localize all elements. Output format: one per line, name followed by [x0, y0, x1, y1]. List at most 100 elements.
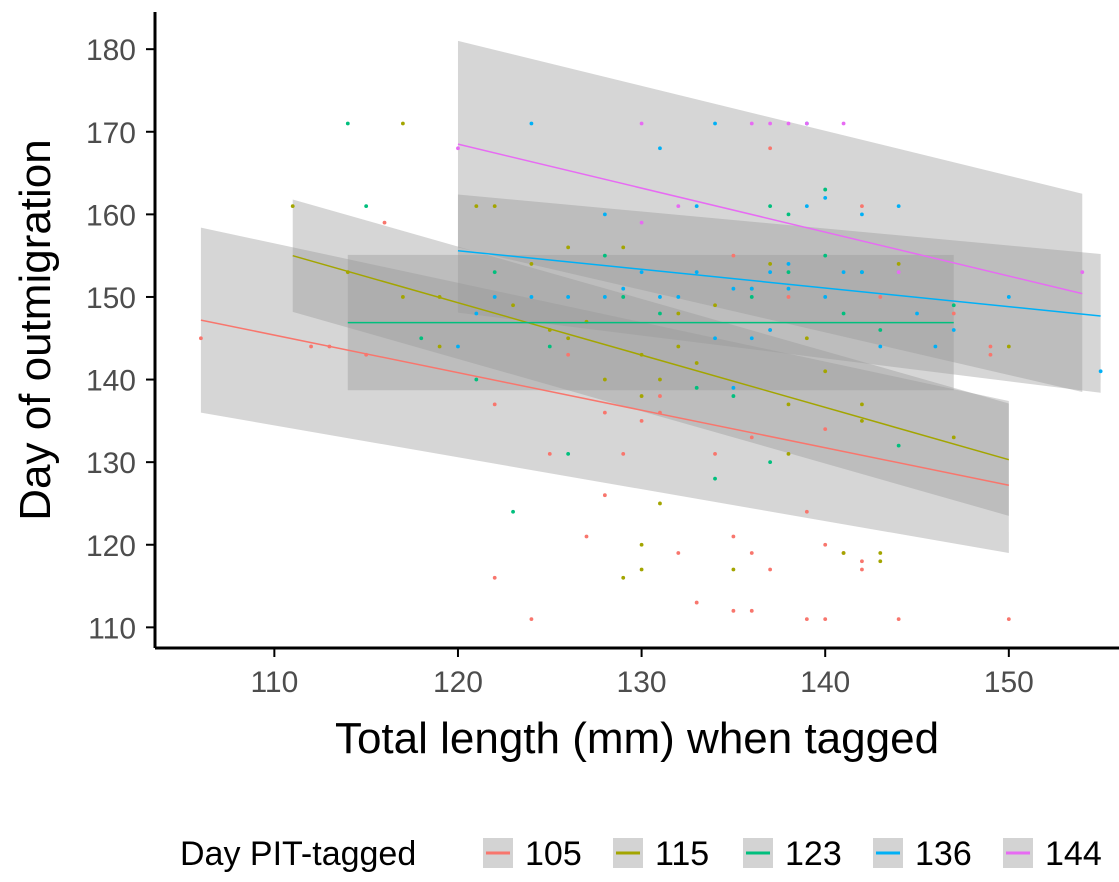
point-136-38 [1098, 369, 1103, 374]
point-105-24 [749, 608, 754, 613]
point-105-15 [658, 394, 662, 398]
x-tick-label-130: 130 [617, 666, 667, 699]
y-tick-label-160: 160 [86, 199, 136, 232]
point-105-5 [492, 402, 497, 407]
point-105-23 [749, 551, 754, 555]
regression-lines [200, 143, 1101, 487]
point-123-5 [511, 509, 515, 514]
point-144-5 [768, 121, 773, 126]
point-144-0 [456, 146, 460, 151]
x-tick-label-120: 120 [433, 666, 483, 699]
point-136-20 [749, 286, 754, 291]
point-115-6 [474, 204, 479, 209]
point-105-33 [823, 542, 828, 547]
point-105-40 [896, 617, 901, 621]
point-105-9 [566, 352, 571, 357]
point-136-8 [621, 286, 626, 291]
point-136-35 [933, 344, 938, 349]
point-115-5 [437, 344, 442, 349]
point-115-11 [566, 336, 571, 341]
point-105-10 [584, 534, 589, 539]
ci-band-144 [457, 40, 1083, 392]
point-136-33 [896, 204, 901, 209]
point-123-11 [694, 385, 699, 390]
point-105-14 [639, 418, 644, 423]
point-123-17 [786, 212, 791, 217]
point-123-23 [878, 328, 883, 332]
point-144-10 [1080, 270, 1085, 275]
point-144-8 [841, 121, 846, 126]
point-115-25 [694, 361, 699, 365]
point-123-8 [602, 253, 607, 258]
point-123-10 [658, 311, 662, 316]
point-123-9 [621, 295, 626, 299]
point-136-36 [951, 328, 956, 332]
point-105-30 [804, 509, 809, 514]
point-115-27 [731, 567, 736, 572]
point-123-19 [823, 187, 828, 192]
point-105-12 [602, 410, 607, 415]
point-115-14 [602, 377, 607, 382]
legend-label-136: 136 [915, 835, 972, 873]
point-136-12 [676, 295, 681, 299]
y-tick-label-180: 180 [86, 34, 136, 67]
point-136-11 [658, 295, 662, 299]
point-136-19 [749, 336, 754, 341]
point-136-3 [529, 121, 534, 126]
point-136-9 [639, 270, 644, 275]
data-points [199, 121, 1103, 621]
point-136-21 [768, 270, 773, 275]
point-115-33 [823, 369, 828, 374]
point-105-41 [951, 311, 956, 316]
point-115-2 [400, 121, 405, 126]
point-123-6 [547, 344, 552, 349]
point-123-0 [345, 121, 350, 126]
point-115-34 [841, 551, 846, 555]
point-105-26 [768, 567, 773, 572]
ci-band-105 [200, 227, 1009, 554]
legend-label-105: 105 [525, 835, 582, 873]
fit-line-105 [200, 319, 1009, 487]
point-115-31 [786, 402, 791, 407]
point-123-24 [896, 443, 901, 448]
point-105-25 [749, 435, 754, 440]
fit-line-136 [457, 249, 1101, 317]
point-105-38 [860, 204, 864, 209]
point-105-39 [878, 295, 883, 299]
axes [153, 12, 1119, 650]
point-115-16 [621, 575, 626, 580]
fit-line-144 [457, 143, 1083, 295]
point-115-38 [878, 551, 883, 555]
point-115-29 [768, 262, 773, 266]
point-136-7 [602, 295, 607, 299]
point-136-15 [713, 121, 717, 126]
point-136-28 [823, 295, 828, 299]
point-136-29 [841, 270, 846, 275]
point-123-2 [419, 336, 424, 341]
point-144-7 [804, 121, 809, 126]
legend-label-123: 123 [785, 835, 842, 873]
point-136-2 [492, 295, 497, 299]
point-136-17 [731, 385, 736, 390]
point-144-4 [749, 121, 754, 126]
legend-label-115: 115 [655, 835, 709, 873]
point-115-23 [676, 311, 681, 316]
point-115-26 [713, 303, 717, 308]
point-123-3 [474, 377, 479, 382]
x-tick-label-110: 110 [250, 666, 298, 699]
point-105-22 [731, 253, 736, 258]
point-123-12 [713, 476, 717, 481]
point-105-8 [547, 451, 552, 456]
point-105-20 [731, 608, 736, 613]
point-115-9 [529, 262, 534, 266]
point-144-2 [639, 220, 644, 225]
point-115-32 [804, 336, 809, 341]
point-105-29 [786, 295, 791, 299]
point-136-24 [786, 286, 791, 291]
point-123-13 [731, 394, 736, 398]
point-115-36 [860, 418, 864, 423]
point-136-14 [694, 270, 699, 275]
point-144-6 [786, 121, 791, 126]
